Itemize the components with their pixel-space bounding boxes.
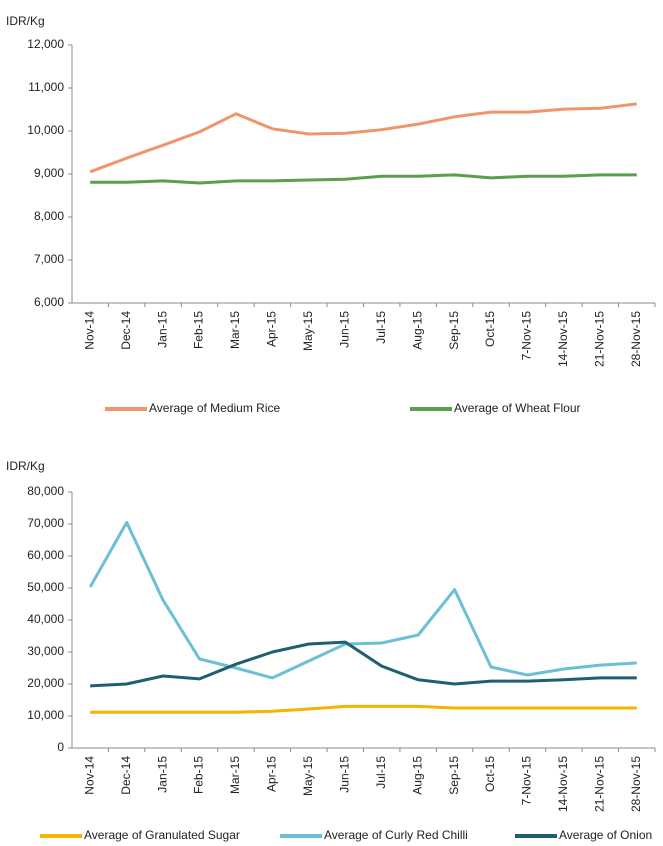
x-tick-label: Nov-14	[82, 311, 96, 350]
line-series	[88, 520, 637, 680]
x-tick-label: 7-Nov-15	[520, 311, 534, 361]
y-tick-label: 0	[57, 740, 64, 754]
line-series	[90, 704, 637, 714]
x-tick-label: Aug-15	[410, 756, 424, 795]
x-tick-label: Apr-15	[265, 311, 279, 347]
legend-label: Average of Granulated Sugar	[84, 828, 240, 842]
x-tick-label: Feb-15	[192, 311, 206, 349]
line-series	[90, 173, 637, 185]
y-axis-label: IDR/Kg	[6, 459, 45, 473]
x-tick-label: Nov-14	[82, 756, 96, 795]
x-tick-label: Mar-15	[228, 311, 242, 349]
x-tick-label: May-15	[301, 311, 315, 351]
x-tick-label: Feb-15	[192, 756, 206, 794]
line-series	[90, 640, 637, 688]
y-tick-label: 50,000	[27, 580, 64, 594]
x-tick-label: Sep-15	[447, 311, 461, 350]
x-tick-label: Sep-15	[447, 756, 461, 795]
x-tick-label: Apr-15	[265, 756, 279, 792]
x-tick-label: Jun-15	[337, 311, 351, 348]
y-tick-label: 40,000	[27, 612, 64, 626]
x-tick-label: Oct-15	[483, 756, 497, 792]
y-tick-label: 6,000	[34, 295, 64, 309]
y-tick-label: 80,000	[27, 484, 64, 498]
x-tick-label: Dec-14	[119, 756, 133, 795]
x-tick-label: Jul-15	[374, 311, 388, 344]
y-tick-label: 12,000	[27, 37, 64, 51]
legend-label: Average of Curly Red Chilli	[324, 828, 468, 842]
y-tick-label: 11,000	[28, 80, 64, 94]
x-tick-label: 14-Nov-15	[556, 311, 570, 367]
y-tick-label: 8,000	[34, 209, 64, 223]
y-tick-label: 70,000	[27, 516, 64, 530]
x-tick-label: Mar-15	[228, 756, 242, 794]
y-tick-label: 10,000	[27, 123, 64, 137]
y-tick-label: 20,000	[27, 676, 64, 690]
line-series	[89, 102, 637, 174]
y-axis-label: IDR/Kg	[6, 14, 45, 28]
x-tick-label: Jun-15	[337, 756, 351, 793]
x-tick-label: Jul-15	[374, 756, 388, 789]
y-tick-label: 9,000	[34, 166, 64, 180]
x-tick-label: 7-Nov-15	[520, 756, 534, 806]
y-tick-label: 30,000	[27, 644, 64, 658]
x-tick-label: 28-Nov-15	[629, 756, 643, 812]
x-tick-label: 14-Nov-15	[556, 756, 570, 812]
legend-label: Average of Onion	[559, 828, 652, 842]
x-tick-label: Oct-15	[483, 311, 497, 347]
x-tick-label: 21-Nov-15	[593, 311, 607, 367]
x-tick-label: Dec-14	[119, 311, 133, 350]
x-tick-label: 28-Nov-15	[629, 311, 643, 367]
x-tick-label: Jan-15	[155, 756, 169, 793]
x-tick-label: Aug-15	[410, 311, 424, 350]
y-tick-label: 60,000	[27, 548, 64, 562]
legend-label: Average of Medium Rice	[149, 401, 281, 415]
x-tick-label: May-15	[301, 756, 315, 796]
y-tick-label: 7,000	[34, 252, 64, 266]
x-tick-label: Jan-15	[155, 311, 169, 348]
y-tick-label: 10,000	[27, 708, 64, 722]
legend-label: Average of Wheat Flour	[454, 401, 581, 415]
x-tick-label: 21-Nov-15	[593, 756, 607, 812]
